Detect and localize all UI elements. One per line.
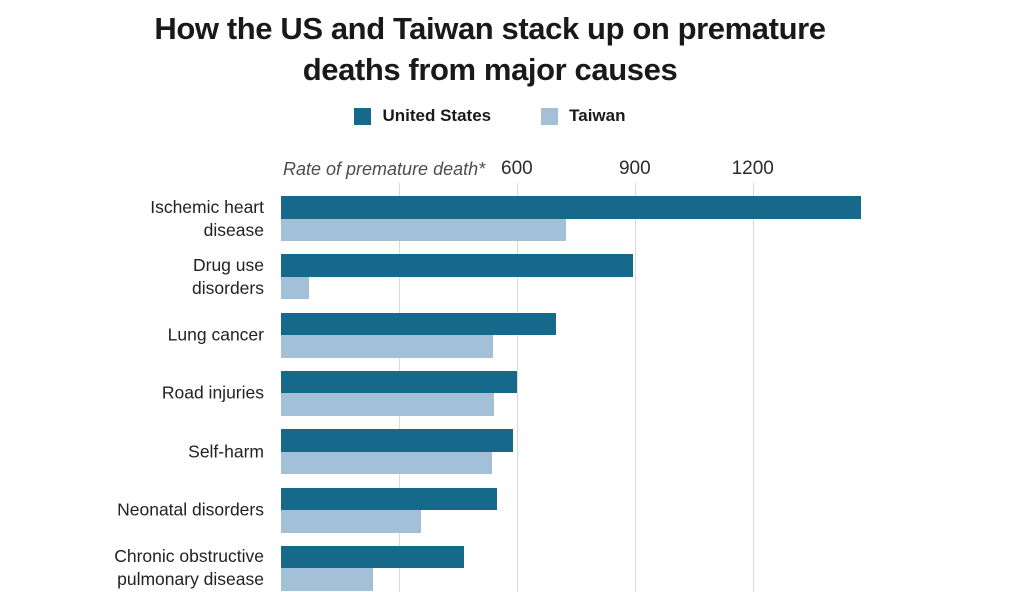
legend: United States Taiwan — [0, 106, 980, 126]
bar-united-states-ischemic-heart-disease — [281, 196, 861, 219]
legend-label-taiwan: Taiwan — [569, 106, 626, 125]
bar-group-drug-use-disorders — [281, 254, 1024, 300]
bar-united-states-drug-use-disorders — [281, 254, 633, 277]
x-tick-label-900: 900 — [618, 158, 651, 179]
category-label-chronic-obstructive-pulmonary-disease: Chronic obstructive pulmonary disease — [114, 546, 264, 590]
bar-group-chronic-obstructive-pulmonary-disease — [281, 545, 1024, 591]
legend-swatch-taiwan-icon — [541, 107, 559, 125]
gridline-600 — [516, 183, 518, 592]
category-label-road-injuries: Road injuries — [161, 382, 264, 403]
bar-taiwan-road-injuries — [281, 393, 495, 416]
chart-title: How the US and Taiwan stack up on premat… — [0, 8, 980, 90]
x-tick-label-600: 600 — [501, 158, 533, 179]
legend-item-united-states: United States — [354, 106, 491, 126]
bar-united-states-neonatal-disorders — [281, 487, 498, 510]
bar-group-self-harm — [281, 429, 1024, 475]
legend-label-united-states: United States — [382, 106, 492, 125]
plot-area — [281, 183, 1024, 592]
bar-group-road-injuries — [281, 370, 1024, 416]
category-label-neonatal-disorders: Neonatal disorders — [117, 499, 264, 520]
chart-title-line-1: How the US and Taiwan stack up on premat… — [154, 11, 826, 46]
bar-united-states-road-injuries — [281, 370, 517, 394]
legend-item-taiwan: Taiwan — [541, 106, 626, 126]
legend-swatch-united-states-icon — [354, 107, 372, 125]
bar-group-neonatal-disorders — [281, 487, 1024, 533]
bar-taiwan-chronic-obstructive-pulmonary-disease — [281, 568, 374, 591]
category-label-self-harm: Self-harm — [188, 441, 264, 462]
bar-taiwan-drug-use-disorders — [281, 276, 309, 300]
x-axis-label: Rate of premature death* — [283, 159, 486, 179]
gridline-900 — [634, 183, 636, 592]
chart-title-line-2: deaths from major causes — [302, 52, 678, 87]
x-tick-label-1200: 1200 — [731, 158, 774, 179]
category-label-ischemic-heart-disease: Ischemic heart disease — [150, 196, 264, 240]
category-labels: Ischemic heart disease Drug use disorders… — [0, 183, 273, 592]
bar-group-ischemic-heart-disease — [281, 196, 1024, 241]
category-label-drug-use-disorders: Drug use disorders — [192, 254, 264, 298]
bar-taiwan-lung-cancer — [281, 335, 494, 358]
gridline-1200 — [752, 183, 754, 592]
bar-taiwan-self-harm — [281, 451, 493, 475]
bar-united-states-self-harm — [281, 429, 513, 452]
bar-taiwan-ischemic-heart-disease — [281, 218, 566, 241]
bar-united-states-chronic-obstructive-pulmonary-disease — [281, 545, 464, 569]
bar-united-states-lung-cancer — [281, 312, 557, 336]
bar-taiwan-neonatal-disorders — [281, 510, 421, 533]
bar-group-lung-cancer — [281, 312, 1024, 358]
category-label-lung-cancer: Lung cancer — [167, 324, 264, 345]
